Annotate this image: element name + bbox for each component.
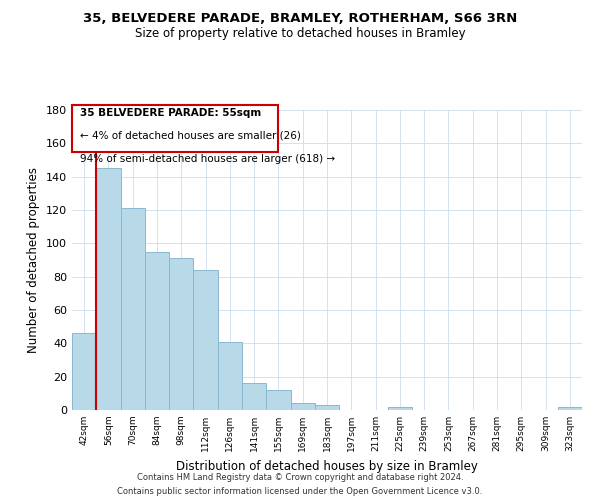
Bar	[121, 208, 145, 410]
Text: Contains HM Land Registry data © Crown copyright and database right 2024.: Contains HM Land Registry data © Crown c…	[137, 472, 463, 482]
Y-axis label: Number of detached properties: Number of detached properties	[28, 167, 40, 353]
Bar	[315, 405, 339, 410]
Bar	[242, 384, 266, 410]
X-axis label: Distribution of detached houses by size in Bramley: Distribution of detached houses by size …	[176, 460, 478, 472]
Bar	[558, 406, 582, 410]
Text: 35 BELVEDERE PARADE: 55sqm: 35 BELVEDERE PARADE: 55sqm	[80, 108, 261, 118]
Text: 94% of semi-detached houses are larger (618) →: 94% of semi-detached houses are larger (…	[80, 154, 335, 164]
Bar	[96, 168, 121, 410]
Bar	[290, 404, 315, 410]
Bar	[72, 334, 96, 410]
Text: 35, BELVEDERE PARADE, BRAMLEY, ROTHERHAM, S66 3RN: 35, BELVEDERE PARADE, BRAMLEY, ROTHERHAM…	[83, 12, 517, 26]
Text: Contains public sector information licensed under the Open Government Licence v3: Contains public sector information licen…	[118, 488, 482, 496]
Bar	[145, 252, 169, 410]
FancyBboxPatch shape	[72, 105, 278, 152]
Bar	[169, 258, 193, 410]
Bar	[218, 342, 242, 410]
Text: Size of property relative to detached houses in Bramley: Size of property relative to detached ho…	[134, 28, 466, 40]
Bar	[266, 390, 290, 410]
Text: ← 4% of detached houses are smaller (26): ← 4% of detached houses are smaller (26)	[80, 130, 301, 140]
Bar	[388, 406, 412, 410]
Bar	[193, 270, 218, 410]
